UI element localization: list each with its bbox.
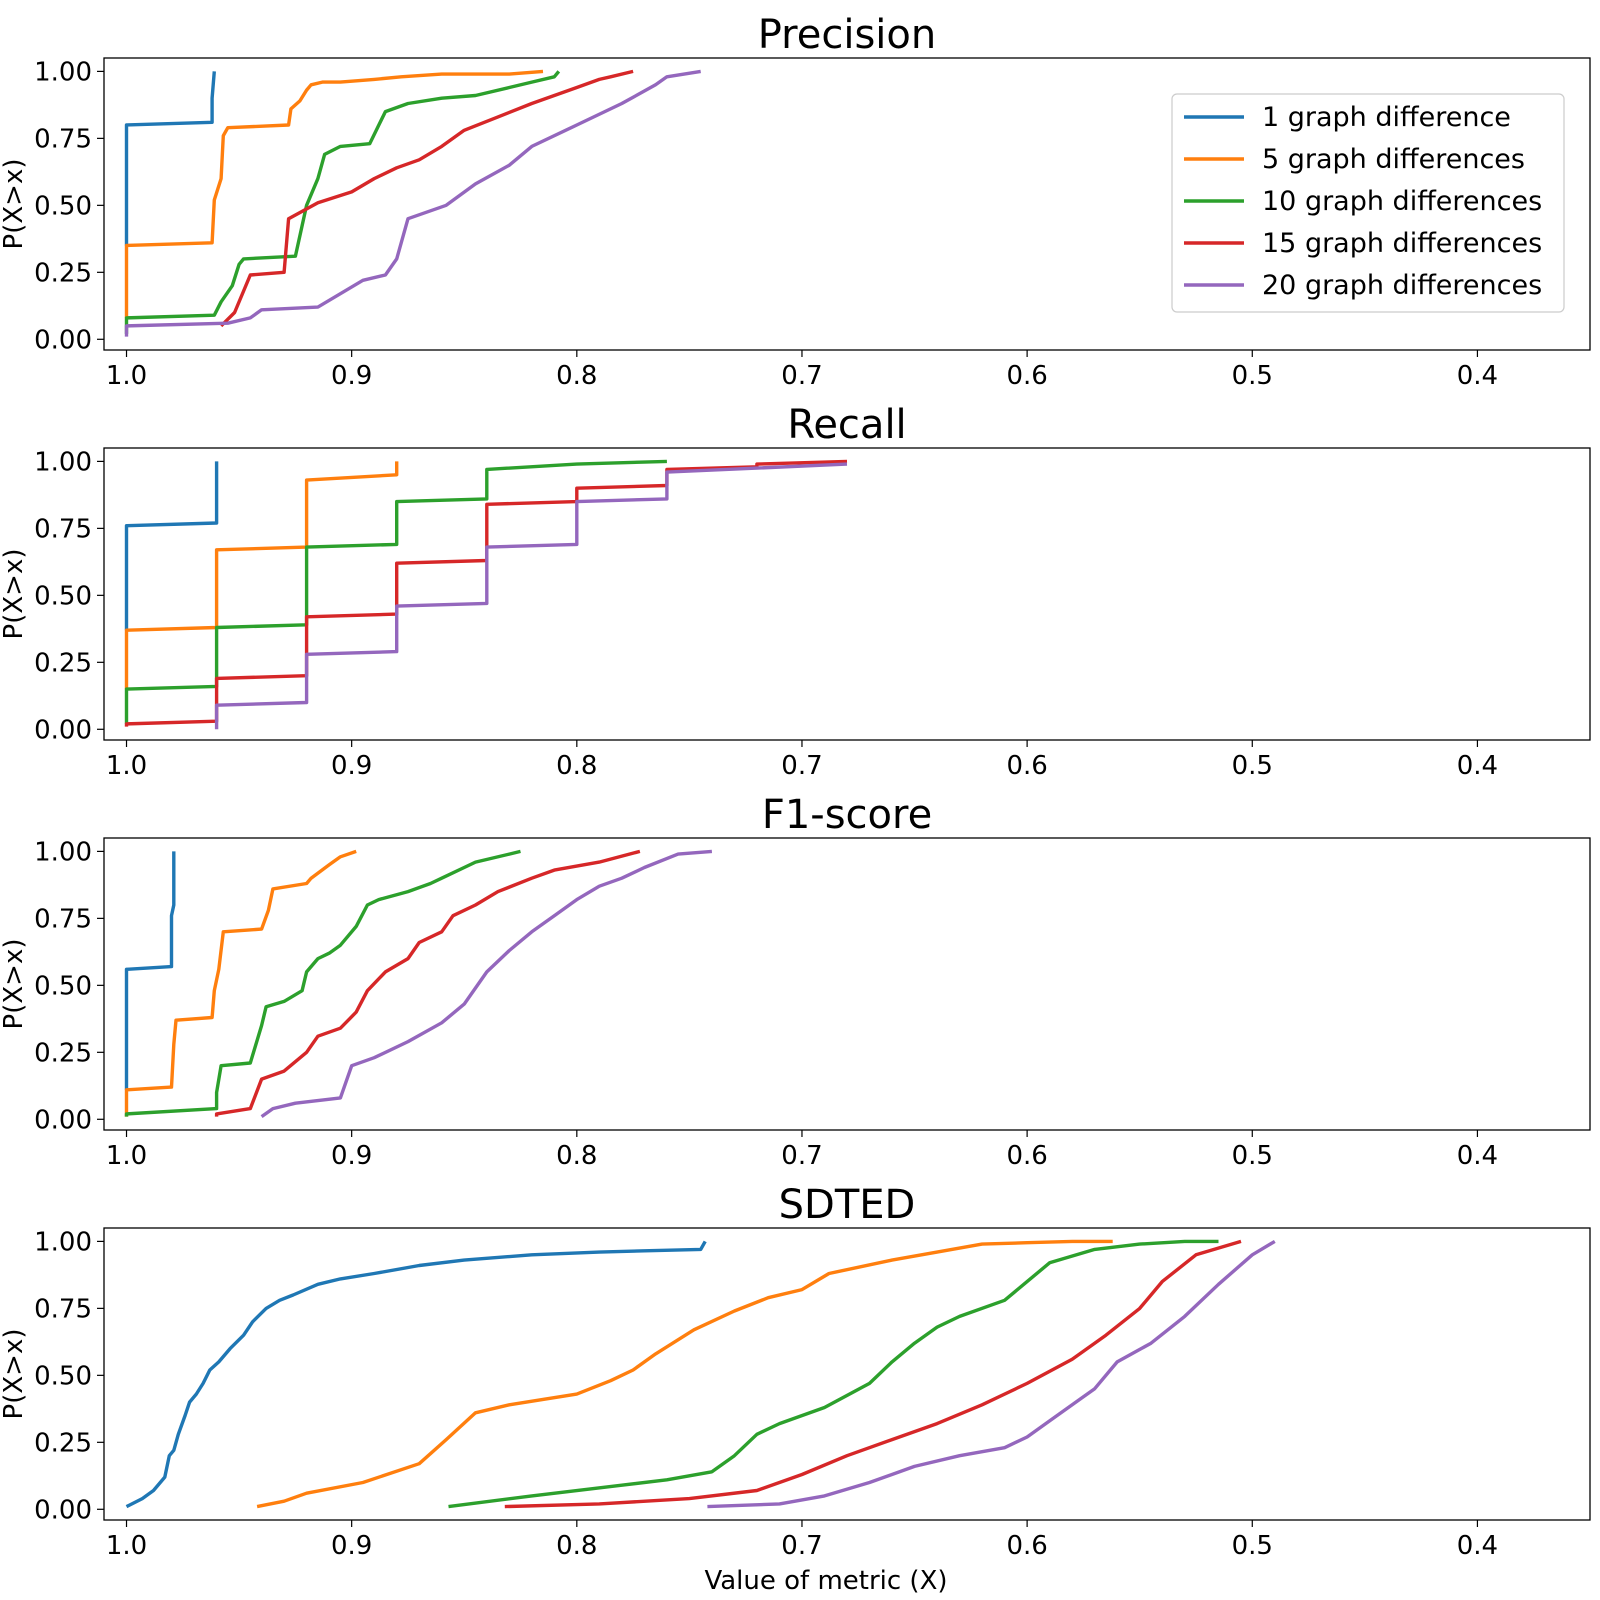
series-line-2 [124, 69, 544, 318]
x-tick-label: 0.9 [331, 751, 372, 781]
y-tick-label: 0.25 [34, 648, 92, 678]
series-group [124, 459, 848, 730]
series-line-1 [125, 1240, 707, 1509]
y-axis-label: P(X>x) [0, 1329, 29, 1420]
x-tick-label: 0.9 [331, 1141, 372, 1171]
y-tick-label: 0.75 [34, 514, 92, 544]
x-tick-label: 0.9 [331, 361, 372, 391]
series-line-5 [124, 69, 701, 337]
series-line-5 [214, 462, 848, 730]
x-tick-label: 1.0 [106, 1531, 147, 1561]
plot-frame [103, 447, 1591, 741]
y-tick-label: 0.00 [34, 1105, 92, 1135]
x-tick-label: 1.0 [106, 751, 147, 781]
y-axis-label: P(X>x) [0, 159, 29, 250]
x-tick-label: 0.5 [1232, 1531, 1273, 1561]
y-tick-label: 0.00 [34, 1495, 92, 1525]
y-tick-label: 0.25 [34, 1428, 92, 1458]
y-tick-label: 0.75 [34, 124, 92, 154]
y-tick-label: 0.50 [34, 581, 92, 611]
x-tick-label: 0.6 [1006, 1141, 1047, 1171]
x-tick-label: 0.8 [556, 361, 597, 391]
plot-frame [103, 57, 1591, 351]
series-line-2 [124, 461, 399, 690]
series-line-2 [256, 1239, 1113, 1509]
legend-label-1: 1 graph difference [1262, 102, 1511, 133]
series-line-5 [707, 1239, 1276, 1509]
series-line-4 [214, 849, 641, 1117]
x-tick-label: 0.8 [556, 751, 597, 781]
x-tick-label: 0.7 [781, 751, 822, 781]
chart-panel-precision: Precision P(X>x) 0.00 0.25 0.50 0.75 1.00 1.0 0.… [0, 12, 1591, 391]
chart-title: Recall [787, 402, 906, 448]
y-tick-label: 0.75 [34, 1294, 92, 1324]
x-tick-label: 0.8 [556, 1531, 597, 1561]
y-tick-label: 0.50 [34, 1361, 92, 1391]
series-group [124, 69, 701, 337]
series-line-3 [124, 849, 521, 1117]
x-tick-label: 0.5 [1232, 361, 1273, 391]
chart-panel-sdted: SDTED P(X>x) 0.00 0.25 0.50 0.75 1.00 1.0 0.9 0.8… [0, 1182, 1591, 1561]
chart-title: SDTED [779, 1182, 916, 1228]
chart-panel-f1-score: F1-score P(X>x) 0.00 0.25 0.50 0.75 1.00 1.0 0.9… [0, 792, 1591, 1171]
x-tick-label: 0.7 [781, 1531, 822, 1561]
plot-frame [103, 837, 1591, 1131]
y-tick-label: 1.00 [34, 837, 92, 867]
y-tick-label: 0.25 [34, 258, 92, 288]
chart-title: Precision [758, 12, 936, 58]
series-group [124, 849, 713, 1118]
x-tick-label: 0.6 [1006, 361, 1047, 391]
x-tick-label: 1.0 [106, 361, 147, 391]
y-tick-label: 1.00 [34, 57, 92, 87]
legend-label-2: 5 graph differences [1262, 144, 1525, 175]
x-tick-label: 1.0 [106, 1141, 147, 1171]
chart-panels: Precision P(X>x) 0.00 0.25 0.50 0.75 1.00 1.0 0.… [0, 12, 1591, 1561]
y-tick-label: 0.50 [34, 971, 92, 1001]
series-line-2 [124, 849, 357, 1117]
y-tick-label: 0.00 [34, 715, 92, 745]
legend-label-4: 15 graph differences [1262, 228, 1542, 259]
x-tick-label: 0.4 [1457, 361, 1498, 391]
x-axis-label: Value of metric (X) [704, 1566, 947, 1596]
series-line-1 [124, 461, 219, 631]
chart-title: F1-score [762, 792, 932, 838]
series-line-4 [219, 69, 634, 328]
x-tick-label: 0.8 [556, 1141, 597, 1171]
y-axis-label: P(X>x) [0, 549, 29, 640]
series-line-5 [260, 849, 713, 1118]
series-line-3 [448, 1239, 1219, 1509]
y-axis-label: P(X>x) [0, 939, 29, 1030]
y-tick-label: 1.00 [34, 447, 92, 477]
y-tick-label: 0.00 [34, 325, 92, 355]
series-line-1 [124, 71, 216, 246]
x-tick-label: 0.7 [781, 361, 822, 391]
y-tick-label: 0.75 [34, 904, 92, 934]
chart-panel-recall: Recall P(X>x) 0.00 0.25 0.50 0.75 1.00 1.0 0.9 0.… [0, 402, 1591, 781]
series-line-4 [504, 1239, 1242, 1509]
x-tick-label: 0.6 [1006, 1531, 1047, 1561]
legend-box [1171, 93, 1565, 313]
series-line-3 [124, 459, 667, 724]
series-line-3 [124, 70, 561, 334]
legend: 1 graph difference 5 graph differences 10 … [1171, 93, 1565, 313]
legend-label-3: 10 graph differences [1262, 186, 1542, 217]
x-tick-label: 0.7 [781, 1141, 822, 1171]
y-tick-label: 0.50 [34, 191, 92, 221]
x-tick-label: 0.4 [1457, 1531, 1498, 1561]
y-tick-label: 0.25 [34, 1038, 92, 1068]
x-tick-label: 0.6 [1006, 751, 1047, 781]
legend-label-5: 20 graph differences [1262, 270, 1542, 301]
y-tick-label: 1.00 [34, 1227, 92, 1257]
x-tick-label: 0.5 [1232, 1141, 1273, 1171]
x-tick-label: 0.5 [1232, 751, 1273, 781]
x-tick-label: 0.9 [331, 1531, 372, 1561]
x-tick-label: 0.4 [1457, 1141, 1498, 1171]
series-group [125, 1239, 1276, 1509]
x-tick-label: 0.4 [1457, 751, 1498, 781]
plot-frame [103, 1227, 1591, 1521]
series-line-1 [124, 851, 176, 1090]
